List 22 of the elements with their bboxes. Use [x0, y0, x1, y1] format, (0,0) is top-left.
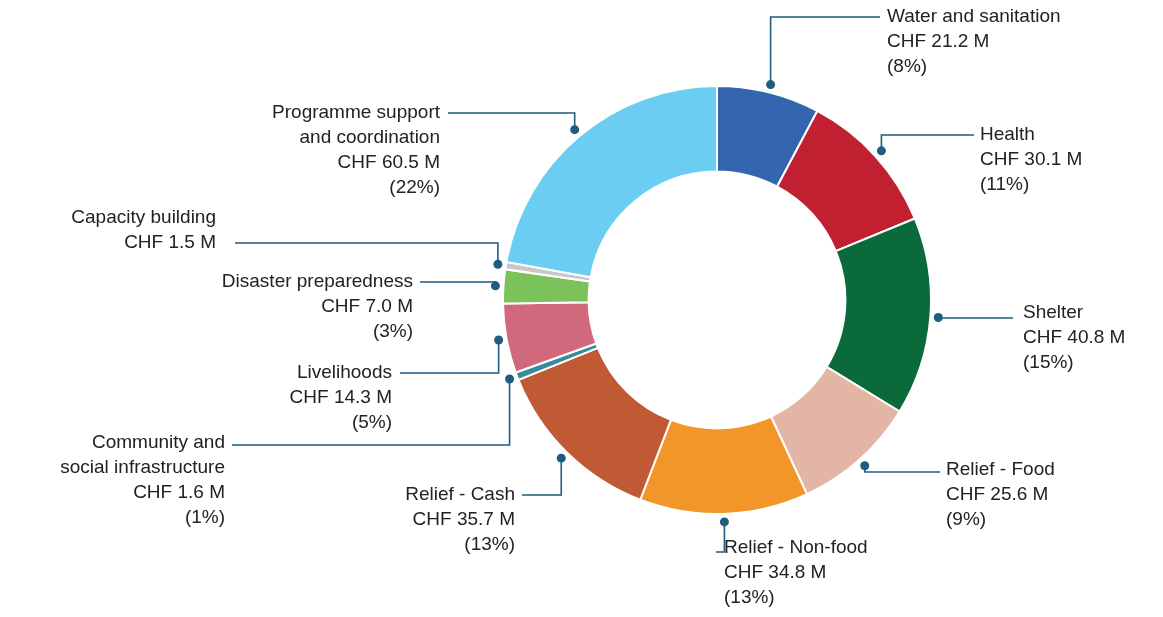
data-label: CHF 34.8 M (13%) — [724, 561, 827, 608]
data-label: CHF 21.2 M (8%) — [887, 30, 990, 77]
data-label: CHF 14.3 M (5%) — [289, 386, 392, 433]
slice-label: Community and social infrastructure — [60, 431, 225, 478]
data-label: CHF 60.5 M (22%) — [337, 151, 440, 198]
slice-label: Programme support and coordination — [272, 101, 441, 148]
slice-label: Relief - Cash — [405, 483, 515, 505]
slice-label: Disaster preparedness — [221, 270, 413, 292]
data-label: CHF 1.6 M (1%) — [133, 481, 225, 528]
data-label: CHF 25.6 M (9%) — [946, 483, 1049, 530]
slice-label: Capacity building — [71, 206, 216, 228]
data-label: CHF 7.0 M (3%) — [321, 295, 413, 342]
slice-label: Health — [980, 123, 1035, 145]
data-label: CHF 35.7 M (13%) — [412, 508, 515, 555]
slice-label: Water and sanitation — [887, 5, 1061, 27]
data-label: CHF 40.8 M (15%) — [1023, 326, 1126, 373]
slice-label: Shelter — [1023, 301, 1084, 323]
slice-label: Relief - Food — [946, 458, 1055, 480]
slice-label: Livelihoods — [296, 361, 392, 383]
data-label: CHF 30.1 M (11%) — [980, 148, 1083, 195]
slice-label: Relief - Non-food — [724, 536, 868, 558]
data-label: CHF 1.5 M — [124, 231, 216, 253]
